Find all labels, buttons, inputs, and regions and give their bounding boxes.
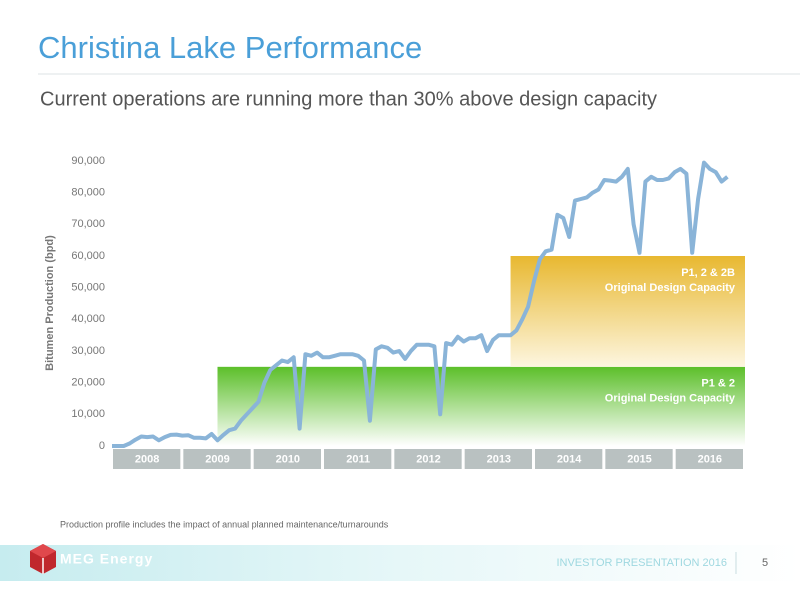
x-category-box (675, 449, 743, 469)
y-tick-label: 20,000 (71, 377, 105, 389)
y-axis-label: Bitumen Production (bpd) (44, 235, 56, 371)
region-label: P1, 2 & 2B (681, 267, 735, 279)
page-number: 5 (762, 557, 768, 569)
x-tick-label: 2014 (557, 453, 582, 465)
x-category-box (535, 449, 603, 469)
region-label: Original Design Capacity (605, 393, 736, 405)
plot: P1 & 2 Original Design Capacity P1, 2 & 2B… (71, 155, 745, 469)
y-tick-label: 30,000 (71, 345, 105, 357)
x-category-box (394, 449, 462, 469)
y-tick-label: 60,000 (71, 250, 105, 262)
x-category-box (183, 449, 251, 469)
x-category-box (113, 449, 181, 469)
x-category-box (464, 449, 532, 469)
y-tick-label: 70,000 (71, 218, 105, 230)
x-category-box (324, 449, 392, 469)
y-tick-label: 50,000 (71, 282, 105, 294)
x-category-box (253, 449, 321, 469)
logo-icon (30, 544, 56, 574)
logo-text: MEG Energy (60, 551, 153, 567)
title: Christina Lake Performance (38, 30, 422, 65)
capacity-region (510, 256, 745, 367)
capacity-region (217, 366, 745, 446)
subtitle: Current operations are running more than… (40, 88, 657, 110)
footer-band (0, 545, 800, 581)
y-tick-label: 40,000 (71, 313, 105, 325)
region-label: P1 & 2 (701, 378, 735, 390)
x-tick-label: 2015 (627, 453, 651, 465)
y-tick-label: 0 (99, 440, 105, 452)
production-line (112, 160, 729, 448)
y-tick-label: 80,000 (71, 187, 105, 199)
x-category-box (605, 449, 673, 469)
footnote: Production profile includes the impact o… (60, 519, 389, 529)
x-tick-label: 2009 (205, 453, 229, 465)
x-tick-label: 2011 (346, 453, 370, 465)
y-tick-label: 90,000 (71, 155, 105, 167)
x-tick-label: 2012 (416, 453, 440, 465)
x-tick-label: 2010 (276, 453, 300, 465)
region-label: Original Design Capacity (605, 282, 736, 294)
x-tick-label: 2013 (487, 453, 511, 465)
x-tick-label: 2008 (135, 453, 159, 465)
footer-label: INVESTOR PRESENTATION 2016 (556, 557, 727, 569)
y-tick-label: 10,000 (71, 408, 105, 420)
x-tick-label: 2016 (698, 453, 722, 465)
